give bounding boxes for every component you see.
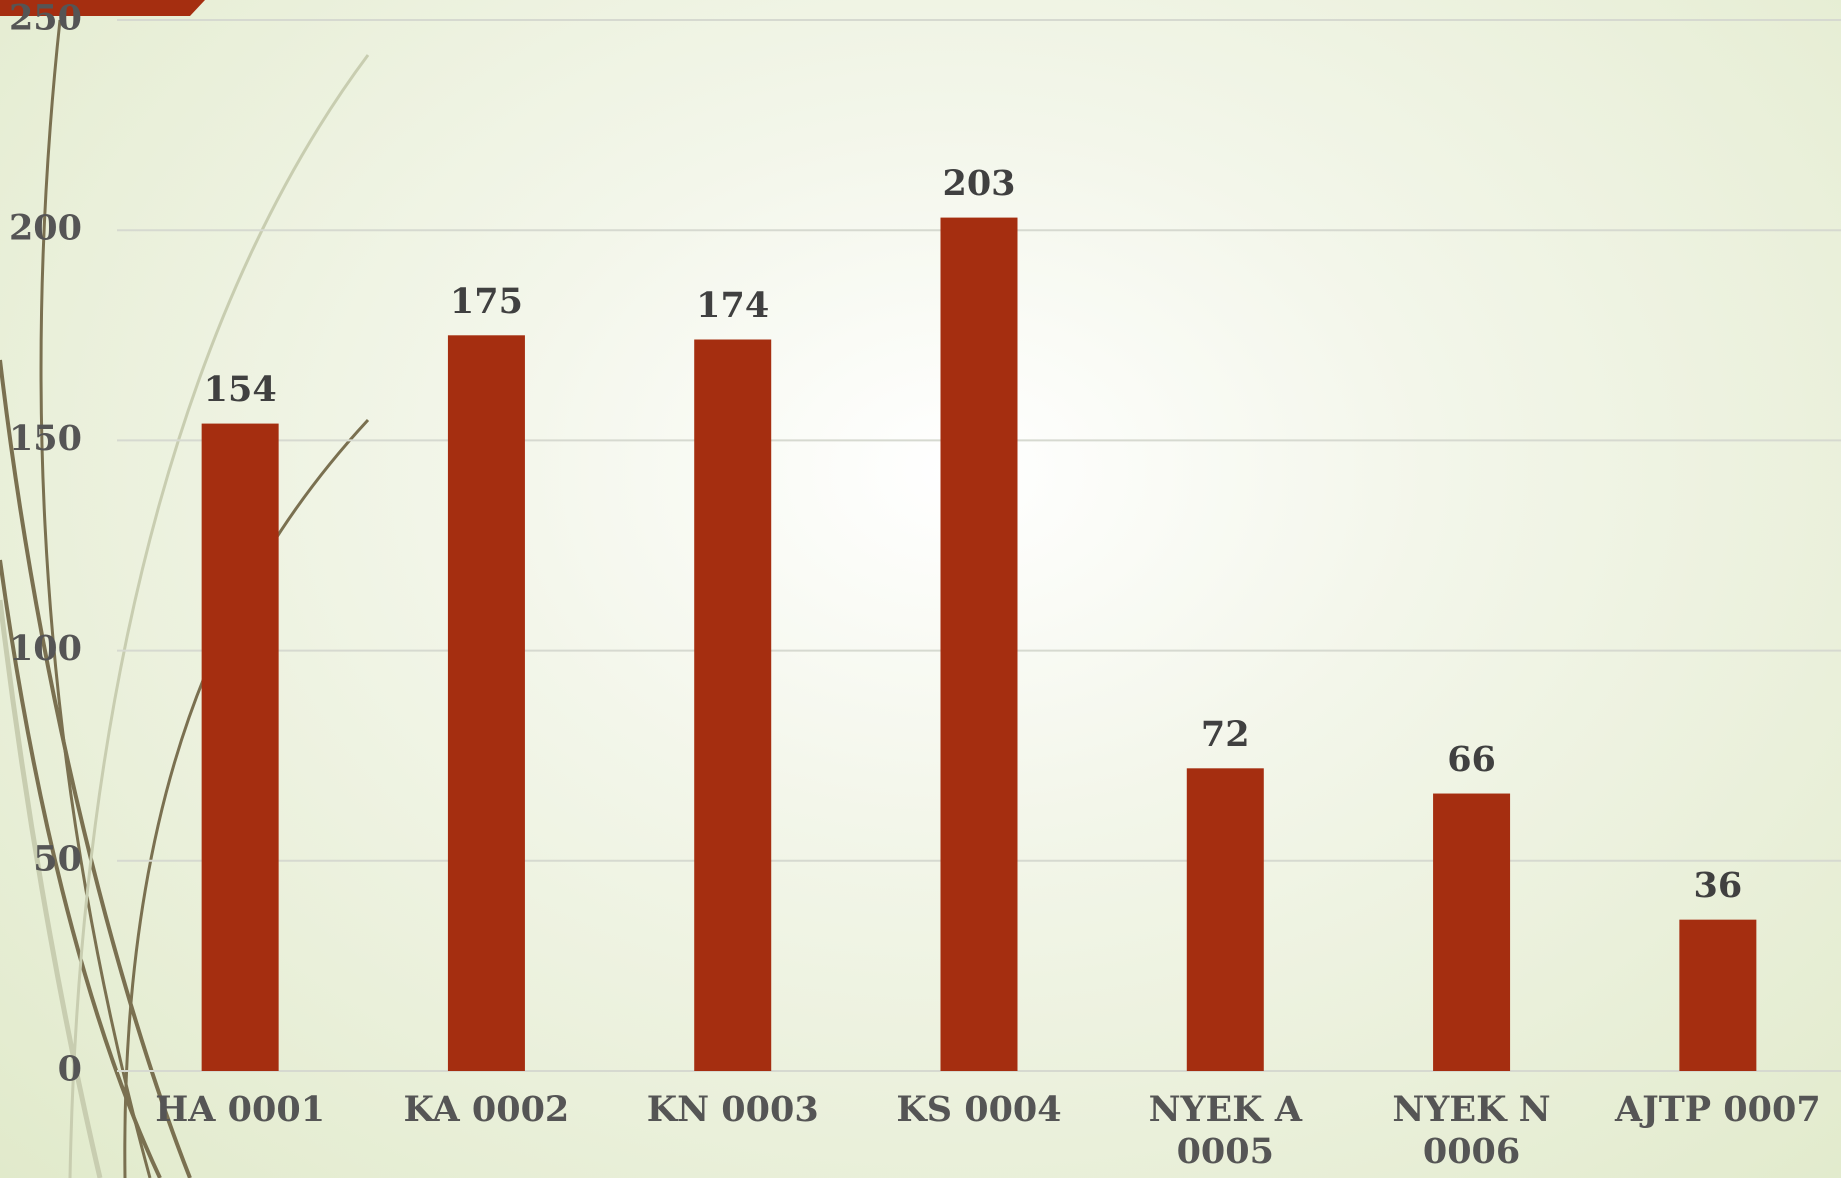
data-label: 66 bbox=[1447, 739, 1496, 780]
x-tick-label: NYEK N 0006 bbox=[1392, 1089, 1551, 1172]
bar bbox=[694, 339, 772, 1071]
x-tick-label: NYEK A 0005 bbox=[1148, 1089, 1302, 1172]
x-tick-label: HA 0001 bbox=[155, 1089, 326, 1130]
y-tick-label: 100 bbox=[9, 628, 82, 669]
x-tick-label: KA 0002 bbox=[403, 1089, 570, 1130]
data-label: 154 bbox=[204, 369, 277, 410]
x-tick-label: AJTP 0007 bbox=[1615, 1089, 1821, 1130]
bar bbox=[201, 423, 279, 1072]
decoration bbox=[0, 0, 370, 1178]
data-label: 203 bbox=[942, 163, 1015, 204]
y-tick-label: 250 bbox=[9, 0, 82, 39]
bar bbox=[1433, 793, 1511, 1071]
x-tick-label: KS 0004 bbox=[896, 1089, 1062, 1130]
bar bbox=[940, 217, 1018, 1071]
y-tick-label: 150 bbox=[9, 418, 82, 459]
bar bbox=[1186, 768, 1264, 1071]
data-label: 175 bbox=[450, 281, 523, 322]
bar bbox=[1679, 919, 1757, 1071]
data-label: 36 bbox=[1693, 865, 1742, 906]
y-tick-label: 0 bbox=[58, 1049, 82, 1090]
y-tick-label: 50 bbox=[33, 838, 82, 879]
data-label: 72 bbox=[1201, 714, 1250, 755]
x-tick-label: KN 0003 bbox=[646, 1089, 819, 1130]
data-label: 174 bbox=[696, 285, 769, 326]
y-tick-label: 200 bbox=[9, 208, 82, 249]
bar bbox=[447, 335, 525, 1071]
